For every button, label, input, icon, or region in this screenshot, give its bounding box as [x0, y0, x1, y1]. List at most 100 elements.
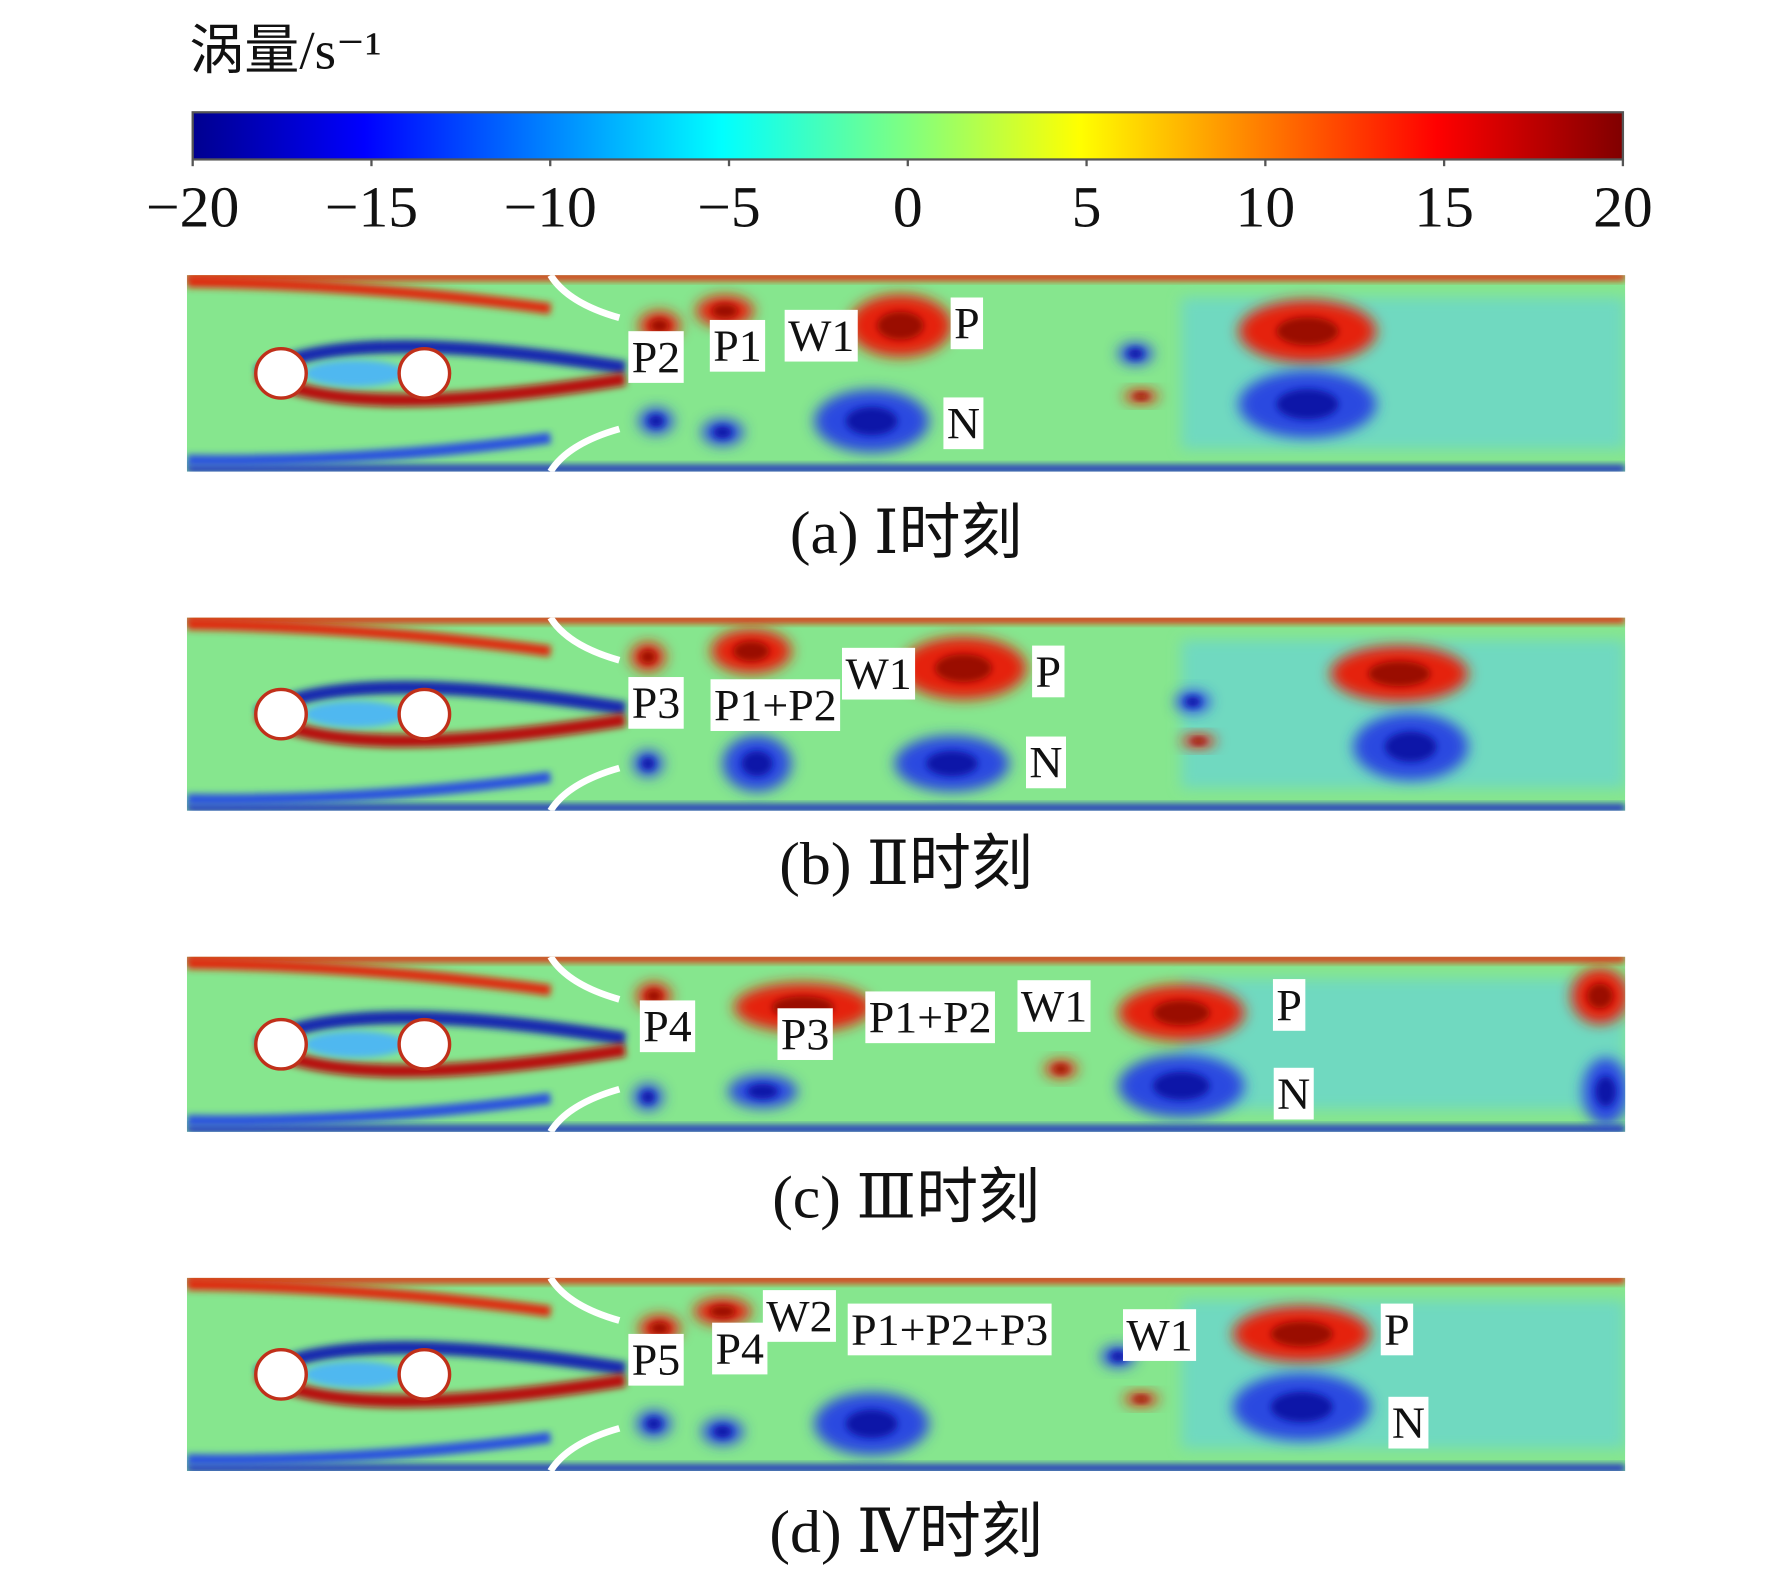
vortex-label: N [1392, 1398, 1425, 1447]
negative-core [713, 1425, 732, 1438]
vortex-label: P3 [781, 1009, 829, 1058]
cylinder [254, 1348, 308, 1401]
panel-caption: (d) Ⅳ时刻 [769, 1499, 1042, 1566]
vortex-label: P1+P2+P3 [851, 1305, 1048, 1354]
vortex-label: P [1276, 980, 1302, 1029]
vortex-label: P [1036, 647, 1062, 696]
positive-core [1276, 317, 1339, 346]
positive-core [1190, 738, 1207, 745]
vortex-label: W1 [1126, 1310, 1192, 1359]
colorbar [191, 111, 1625, 161]
vortex-label: N [1277, 1069, 1310, 1118]
panel-caption: (a) Ⅰ时刻 [790, 499, 1022, 566]
lower-shear [186, 432, 552, 467]
vortex-label: W1 [845, 649, 911, 698]
positive-core [733, 641, 770, 662]
cylinder [254, 687, 308, 741]
wake-inner [303, 700, 408, 728]
label-box [847, 1303, 1052, 1356]
lower-shear [186, 771, 552, 806]
label-box [943, 397, 984, 450]
label-box [1273, 1067, 1314, 1120]
vortex-label: N [947, 399, 980, 448]
field [186, 275, 1626, 472]
plate-upper [547, 1277, 621, 1324]
vorticity-panel [186, 617, 1626, 811]
label-box [709, 319, 766, 372]
tick-label: −20 [146, 174, 239, 239]
label-box [1032, 645, 1065, 698]
upper-shear [186, 1278, 552, 1318]
vortex-label: P [954, 299, 980, 348]
tick-label: 15 [1414, 174, 1474, 239]
positive-core [650, 1322, 669, 1335]
tick-label: 0 [893, 174, 923, 239]
wall-bottom [186, 803, 1626, 811]
plate-lower [547, 1425, 621, 1471]
vortex-label: W2 [766, 1291, 832, 1340]
negative-core [1152, 1071, 1210, 1100]
positive-core [935, 653, 992, 683]
positive-core [1587, 983, 1613, 1009]
label-box [1122, 1309, 1197, 1361]
wake-inner [303, 1360, 408, 1388]
field [186, 956, 1626, 1132]
vortex-label: P1 [713, 321, 761, 370]
panel-caption: (b) Ⅱ时刻 [779, 831, 1033, 898]
lower-shear [186, 1092, 552, 1127]
tick-label: −5 [697, 174, 760, 239]
positive-core [709, 1305, 736, 1318]
plate-lower [547, 1085, 621, 1132]
vortex-label: P2 [632, 332, 680, 381]
panel-caption: (c) Ⅲ时刻 [772, 1164, 1040, 1231]
positive-core [646, 989, 662, 1003]
negative-core [713, 426, 732, 439]
positive-core [1133, 393, 1149, 400]
plate-upper [547, 275, 621, 322]
upper-shear [186, 957, 552, 996]
label-box [950, 297, 984, 350]
vorticity-panel [186, 956, 1626, 1132]
wall-bottom [186, 1125, 1626, 1132]
vortex-label: P4 [716, 1324, 764, 1373]
positive-core [877, 311, 924, 340]
label-box [865, 991, 995, 1044]
lower-shear [186, 1431, 552, 1466]
plate-lower [547, 764, 621, 811]
upper-shear [186, 618, 552, 657]
negative-core [845, 406, 898, 436]
negative-core [1185, 696, 1201, 707]
positive-core [1053, 1064, 1069, 1074]
negative-core [641, 1090, 655, 1104]
label-box [777, 1008, 833, 1060]
label-box [639, 1000, 696, 1053]
negative-core [747, 1083, 779, 1100]
negative-core [646, 1417, 662, 1430]
label-box [1380, 1303, 1414, 1356]
negative-core [1276, 389, 1339, 420]
positive-core [650, 319, 669, 333]
negative-core [1270, 1391, 1333, 1423]
wake-inner [303, 359, 408, 387]
label-box [842, 647, 916, 700]
label-box [1017, 980, 1091, 1032]
wall-bottom [186, 1464, 1626, 1471]
vortex-label: P [1384, 1305, 1410, 1354]
cyan-region [1181, 979, 1626, 1110]
label-box [1388, 1396, 1429, 1449]
vorticity-panel [186, 275, 1626, 472]
label-box [628, 1333, 684, 1386]
positive-core [1368, 661, 1431, 687]
label-box [762, 1290, 836, 1342]
negative-core [641, 757, 655, 770]
vortex-label: P3 [632, 678, 680, 727]
label-box [1025, 736, 1067, 789]
vortex-label: P1+P2 [714, 680, 837, 729]
cylinder [397, 346, 452, 400]
tick-label: 5 [1072, 174, 1102, 239]
vortex-label: W1 [788, 311, 854, 360]
positive-core [1270, 1321, 1333, 1347]
positive-core [1133, 1396, 1149, 1403]
cylinder [254, 346, 308, 400]
